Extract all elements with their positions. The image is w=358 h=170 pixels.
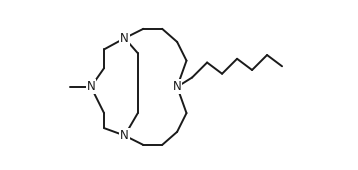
Text: N: N [87, 80, 95, 93]
Text: N: N [120, 32, 129, 45]
Text: N: N [173, 80, 182, 93]
Text: N: N [120, 129, 129, 142]
